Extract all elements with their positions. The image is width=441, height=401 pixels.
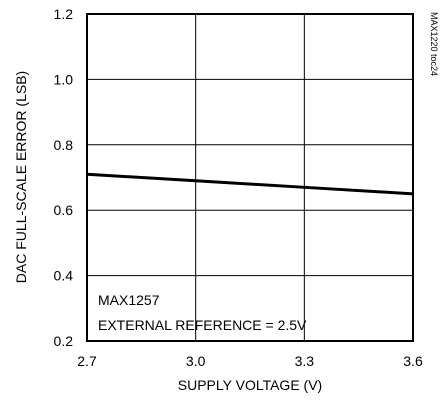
x-tick-label: 3.0 <box>186 353 206 369</box>
series-lines <box>86 172 414 196</box>
tick-labels: 2.7 3.0 3.3 3.6 0.2 0.4 0.6 0.8 1.0 1.2 <box>54 6 423 369</box>
figure-id-label: MAX1220 toc24 <box>429 12 439 76</box>
x-tick-label: 2.7 <box>77 353 97 369</box>
series-line <box>86 172 414 196</box>
annotation-device: MAX1257 <box>98 292 160 308</box>
y-tick-label: 0.8 <box>54 137 74 153</box>
plot-frame <box>86 13 414 342</box>
y-axis-title: DAC FULL-SCALE ERROR (LSB) <box>13 71 29 283</box>
x-tick-label: 3.6 <box>403 353 423 369</box>
y-tick-label: 0.6 <box>54 202 74 218</box>
y-tick-label: 1.2 <box>54 6 74 22</box>
grid-lines <box>87 14 413 341</box>
x-tick-label: 3.3 <box>295 353 315 369</box>
y-tick-label: 0.4 <box>54 268 74 284</box>
x-axis-title: SUPPLY VOLTAGE (V) <box>178 377 322 393</box>
annotation-reference: EXTERNAL REFERENCE = 2.5V <box>98 317 307 333</box>
y-tick-label: 1.0 <box>54 71 74 87</box>
y-tick-label: 0.2 <box>54 333 74 349</box>
